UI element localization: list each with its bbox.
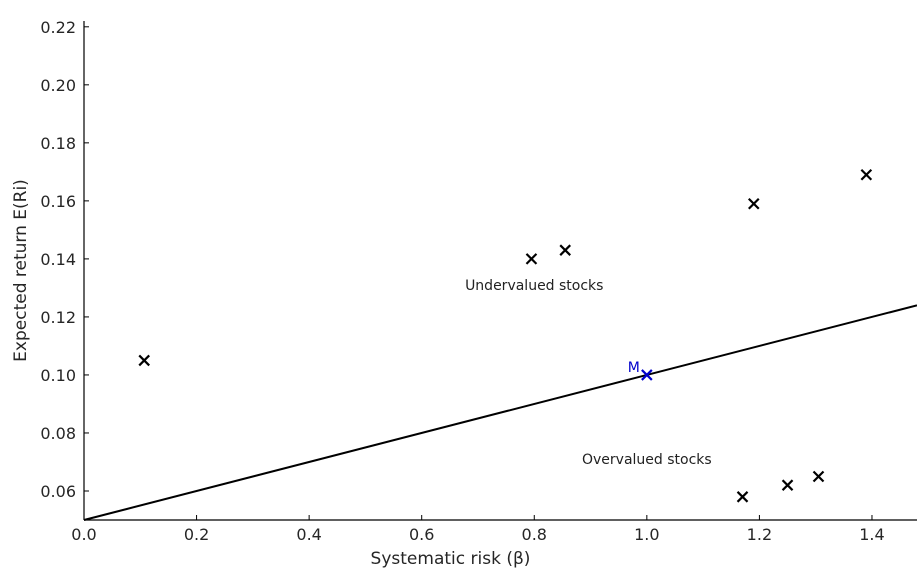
x-tick-label: 0.4: [296, 525, 321, 544]
stock-point: [525, 253, 538, 265]
market-point: [641, 369, 653, 381]
y-tick-label: 0.08: [40, 424, 76, 443]
y-tick-label: 0.12: [40, 308, 76, 327]
y-tick-label: 0.20: [40, 76, 76, 95]
stock-point: [747, 197, 760, 210]
y-tick-label: 0.22: [40, 18, 76, 37]
x-tick-label: 0.6: [409, 525, 434, 544]
x-axis-label: Systematic risk (β): [371, 549, 531, 568]
y-tick-label: 0.10: [40, 366, 76, 385]
x-tick-label: 1.4: [859, 525, 884, 544]
region-annotation: Overvalued stocks: [582, 452, 712, 468]
market-point-label: M: [628, 360, 640, 376]
y-tick-label: 0.14: [40, 250, 76, 269]
stock-point: [860, 168, 873, 181]
stock-point: [138, 354, 151, 367]
x-tick-label: 0.8: [522, 525, 547, 544]
region-annotation: Undervalued stocks: [465, 278, 603, 294]
y-axis-label: Expected return E(Ri): [11, 179, 31, 362]
x-tick-label: 0.2: [184, 525, 209, 544]
y-tick-label: 0.18: [40, 134, 76, 153]
stock-point: [812, 470, 825, 483]
stock-point: [736, 491, 749, 503]
stock-point: [781, 479, 794, 491]
stock-point: [559, 244, 572, 256]
x-tick-label: 0.0: [71, 525, 96, 544]
plot-area: M Undervalued stocks Overvalued stocks: [83, 21, 917, 521]
security-market-line: [83, 304, 917, 521]
x-tick-label: 1.2: [747, 525, 772, 544]
x-tick-label: 1.0: [634, 525, 659, 544]
y-tick-label: 0.06: [40, 482, 76, 501]
axis-ticks: 0.0 0.2 0.4 0.6 0.8 1.0 1.2 1.4 0.06 0.08 0.10 0.12…: [40, 18, 884, 544]
y-tick-label: 0.16: [40, 192, 76, 211]
